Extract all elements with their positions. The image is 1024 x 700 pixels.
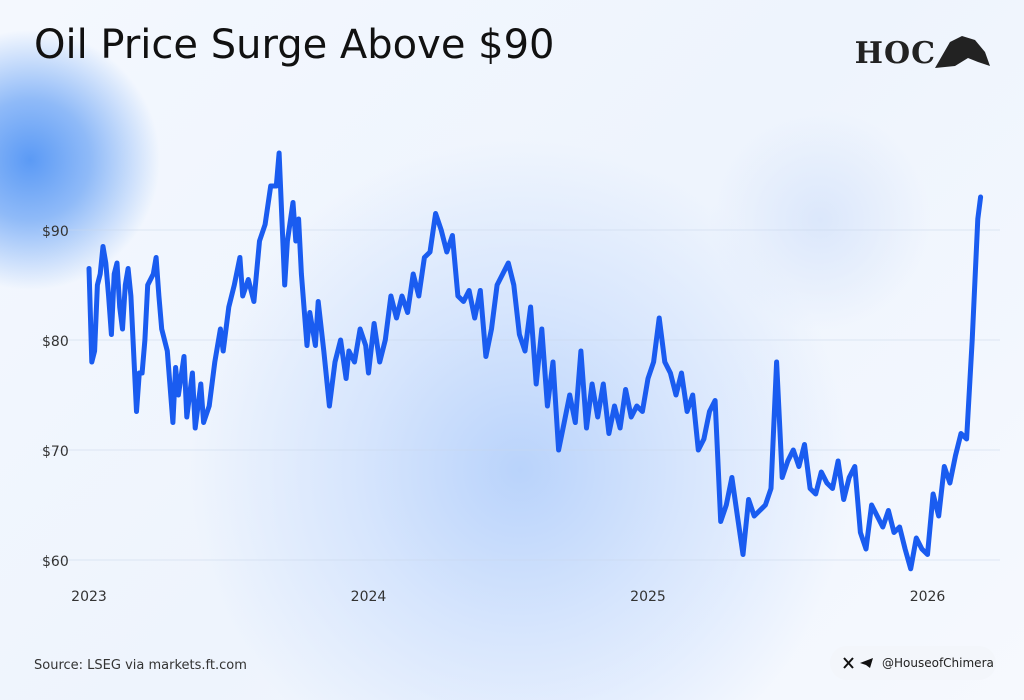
x-tick-label: 2025 <box>630 589 666 605</box>
lion-icon <box>935 36 990 68</box>
handle-text: @HouseofChimera <box>882 656 994 670</box>
x-tick-label: 2026 <box>910 589 946 605</box>
social-icons <box>843 657 873 669</box>
social-handle[interactable]: @HouseofChimera <box>830 646 996 680</box>
x-tick-label: 2024 <box>351 589 387 605</box>
chart-title: Oil Price Surge Above $90 <box>34 22 555 68</box>
price-line <box>86 150 984 572</box>
logo: HOC <box>854 36 936 71</box>
y-tick-label: $60 <box>42 554 69 570</box>
source-note: Source: LSEG via markets.ft.com <box>34 658 247 673</box>
y-tick-label: $70 <box>42 444 69 460</box>
x-tick-label: 2023 <box>71 589 107 605</box>
y-tick-label: $90 <box>42 224 69 240</box>
y-tick-label: $80 <box>42 334 69 350</box>
